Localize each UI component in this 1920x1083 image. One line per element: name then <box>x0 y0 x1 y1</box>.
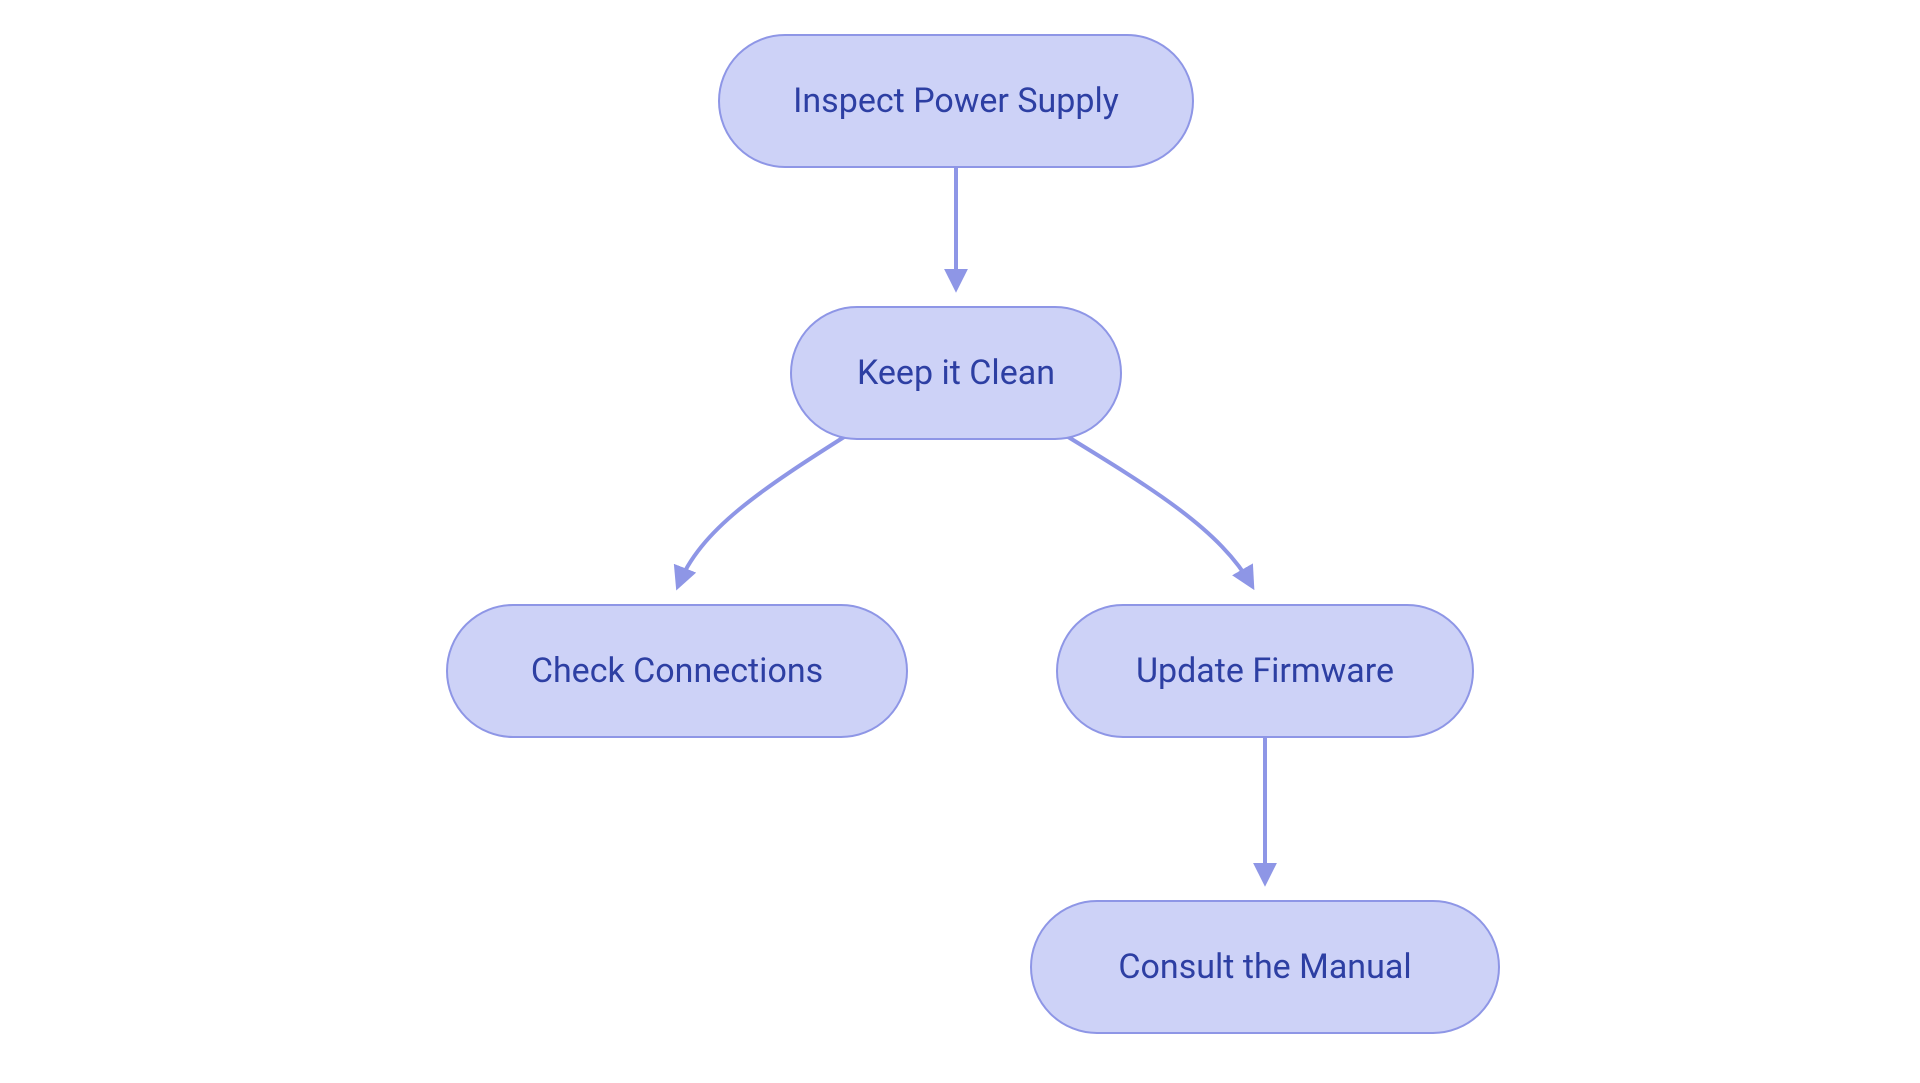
node-label: Consult the Manual <box>1118 947 1411 987</box>
flowchart-node-n1: Inspect Power Supply <box>718 34 1194 168</box>
flowchart-canvas: Inspect Power Supply Keep it Clean Check C… <box>0 0 1920 1083</box>
node-label: Inspect Power Supply <box>793 81 1119 121</box>
edge-n2-n4 <box>1060 432 1252 586</box>
flowchart-node-n2: Keep it Clean <box>790 306 1122 440</box>
flowchart-node-n3: Check Connections <box>446 604 908 738</box>
node-label: Check Connections <box>531 651 823 691</box>
edge-n2-n3 <box>678 432 852 586</box>
node-label: Keep it Clean <box>857 353 1055 393</box>
flowchart-node-n5: Consult the Manual <box>1030 900 1500 1034</box>
node-label: Update Firmware <box>1136 651 1394 691</box>
flowchart-node-n4: Update Firmware <box>1056 604 1474 738</box>
